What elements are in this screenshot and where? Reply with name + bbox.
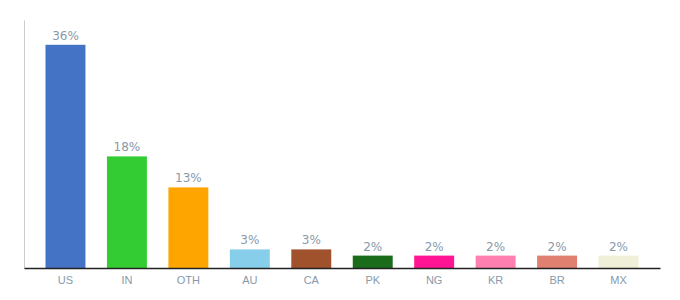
x-tick-label: US: [58, 274, 73, 286]
bar: [46, 45, 86, 268]
x-tick: US: [58, 274, 73, 286]
x-tick-label: IN: [121, 274, 132, 286]
bar: [291, 249, 331, 268]
data-labels: 36% 18% 13% 3% 3% 2% 2% 2% 2% 2%: [52, 29, 628, 254]
x-tick-label: MX: [610, 274, 627, 286]
x-tick-label: KR: [488, 274, 503, 286]
x-tick: MX: [610, 274, 627, 286]
x-tick-label: BR: [549, 274, 564, 286]
x-tick: CA: [304, 274, 320, 286]
bar: [168, 187, 208, 268]
x-tick: OTH: [177, 274, 200, 286]
data-label: 2%: [425, 240, 444, 254]
x-tick: PK: [365, 274, 380, 286]
bar: [599, 256, 639, 268]
bar: [353, 256, 393, 268]
data-label: 2%: [548, 240, 567, 254]
plot: US IN OTH AU CA PK NG KR BR MX 36% 18% 13% 3% 3% 2% 2% 2%…: [25, 21, 661, 286]
bar: [107, 156, 147, 268]
bar: [476, 256, 516, 268]
bars: [46, 45, 639, 268]
x-tick: IN: [121, 274, 132, 286]
data-label: 18%: [114, 140, 141, 154]
x-tick-label: NG: [426, 274, 443, 286]
data-label: 2%: [363, 240, 382, 254]
y-axis: [24, 21, 25, 269]
x-tick: NG: [426, 274, 443, 286]
bar: [414, 256, 454, 268]
data-label: 3%: [240, 233, 259, 247]
data-label: 36%: [52, 29, 79, 43]
x-tick: AU: [242, 274, 257, 286]
bar: [230, 249, 270, 268]
chart: US IN OTH AU CA PK NG KR BR MX 36% 18% 13% 3% 3% 2% 2% 2%…: [0, 0, 680, 300]
x-axis: US IN OTH AU CA PK NG KR BR MX: [25, 269, 661, 286]
x-tick: BR: [549, 274, 564, 286]
data-label: 3%: [302, 233, 321, 247]
y-axis-line: [24, 21, 25, 269]
x-tick-label: AU: [242, 274, 257, 286]
x-tick-label: PK: [365, 274, 380, 286]
data-label: 13%: [175, 171, 202, 185]
data-label: 2%: [609, 240, 628, 254]
bar: [537, 256, 577, 268]
x-tick: KR: [488, 274, 503, 286]
x-axis-line: [25, 268, 661, 270]
x-tick-label: OTH: [177, 274, 200, 286]
x-tick-label: CA: [304, 274, 320, 286]
data-label: 2%: [486, 240, 505, 254]
